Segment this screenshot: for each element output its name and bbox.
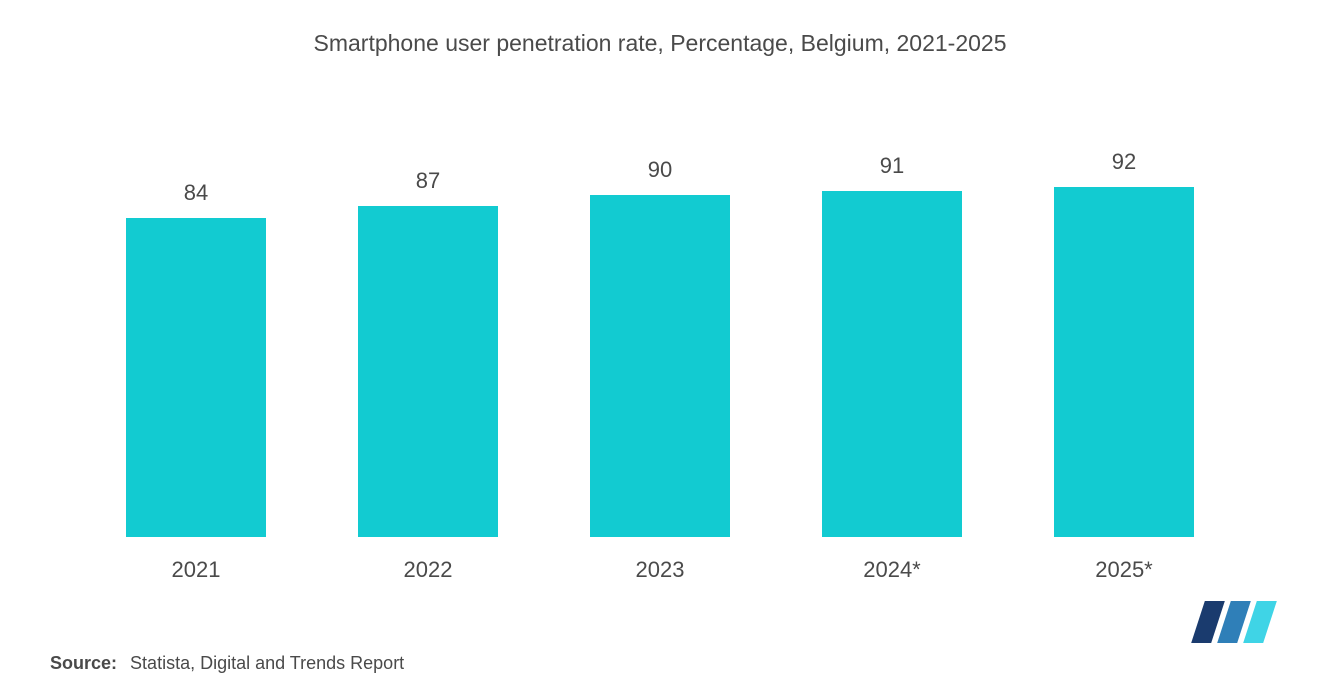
bar-3	[822, 191, 962, 537]
x-label-3: 2024*	[776, 557, 1008, 583]
x-label-1: 2022	[312, 557, 544, 583]
chart-title: Smartphone user penetration rate, Percen…	[50, 30, 1270, 57]
bar-group-0: 84	[80, 180, 312, 537]
chart-area: 84 87 90 91 92	[50, 127, 1270, 537]
bar-group-2: 90	[544, 157, 776, 537]
bar-value-2: 90	[648, 157, 672, 183]
x-label-4: 2025*	[1008, 557, 1240, 583]
bar-value-1: 87	[416, 168, 440, 194]
source-text: Statista, Digital and Trends Report	[130, 653, 404, 673]
x-label-2: 2023	[544, 557, 776, 583]
bar-value-0: 84	[184, 180, 208, 206]
bar-1	[358, 206, 498, 537]
bar-value-4: 92	[1112, 149, 1136, 175]
bar-4	[1054, 187, 1194, 537]
x-axis-labels: 2021 2022 2023 2024* 2025*	[50, 557, 1270, 583]
bar-group-1: 87	[312, 168, 544, 537]
bar-group-4: 92	[1008, 149, 1240, 537]
source-line: Source: Statista, Digital and Trends Rep…	[50, 653, 1270, 674]
bar-2	[590, 195, 730, 537]
bar-0	[126, 218, 266, 537]
source-label: Source:	[50, 653, 117, 673]
bar-value-3: 91	[880, 153, 904, 179]
bar-group-3: 91	[776, 153, 1008, 537]
x-label-0: 2021	[80, 557, 312, 583]
brand-logo	[1198, 601, 1270, 643]
